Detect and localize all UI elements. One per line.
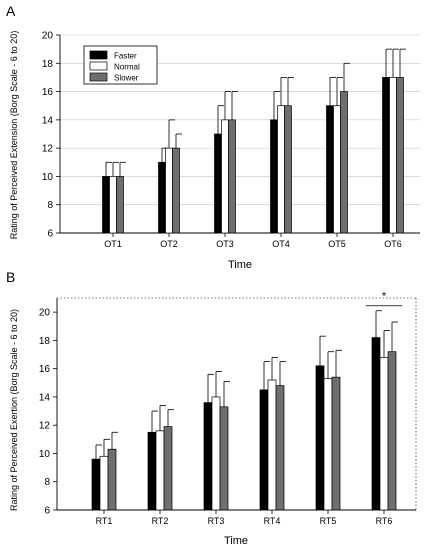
- bar-faster-ot5: [326, 105, 334, 234]
- x-tick-label-rt2: RT2: [152, 516, 169, 526]
- bar-faster-rt6: [371, 337, 381, 511]
- panel-b-x-ticks: RT1 RT2 RT3 RT4 RT5 RT6: [96, 510, 393, 526]
- bar-slower-ot5: [340, 91, 348, 234]
- panel-b-axes: [56, 297, 417, 511]
- panel-b-x-axis-label: Time: [224, 535, 248, 547]
- bar-normal-ot1: [109, 176, 117, 234]
- y-tick-label: 8: [47, 200, 53, 211]
- y-tick-label: 12: [42, 144, 54, 155]
- legend-label-normal: Normal: [114, 63, 140, 72]
- x-tick-label-ot3: OT3: [216, 239, 234, 249]
- x-tick-label-ot5: OT5: [328, 239, 346, 249]
- panel-b-annotations: *: [366, 291, 402, 307]
- y-tick-label: 16: [39, 364, 51, 375]
- bar-slower-rt6: [387, 351, 397, 511]
- panel-a-bars: [102, 48, 406, 234]
- bar-faster-ot3: [214, 133, 222, 234]
- bar-normal-rt2: [155, 430, 165, 511]
- bar-faster-rt4: [259, 389, 269, 511]
- x-tick-label-rt5: RT5: [320, 516, 337, 526]
- x-tick-label-rt3: RT3: [208, 516, 225, 526]
- x-tick-label-rt1: RT1: [96, 516, 113, 526]
- y-tick-label: 18: [39, 336, 51, 347]
- bar-faster-rt5: [315, 365, 325, 511]
- bar-faster-rt3: [203, 402, 213, 511]
- bar-normal-ot5: [333, 105, 341, 234]
- legend-swatch-normal: [89, 61, 108, 71]
- x-tick-label-rt6: RT6: [376, 516, 393, 526]
- legend-label-slower: Slower: [114, 74, 139, 83]
- bar-normal-rt5: [323, 378, 333, 511]
- bar-normal-ot3: [221, 119, 229, 234]
- bar-normal-ot4: [277, 105, 285, 234]
- y-tick-label: 8: [44, 477, 50, 488]
- bar-faster-ot4: [270, 119, 278, 234]
- y-tick-label: 10: [42, 172, 54, 183]
- bar-normal-rt6: [379, 357, 389, 511]
- panel-a-x-ticks: OT1 OT2 OT3 OT4 OT5 OT6: [104, 233, 402, 249]
- y-tick-label: 6: [47, 229, 53, 240]
- bar-slower-rt1: [107, 448, 117, 511]
- bar-normal-ot2: [165, 147, 173, 234]
- bar-faster-rt2: [147, 431, 157, 511]
- bar-slower-rt5: [331, 376, 341, 511]
- x-tick-label-ot1: OT1: [104, 239, 122, 249]
- bar-faster-ot1: [102, 176, 110, 234]
- y-tick-label: 12: [39, 421, 51, 432]
- y-tick-label: 18: [42, 59, 54, 70]
- bar-faster-ot6: [382, 77, 390, 234]
- bar-normal-rt3: [211, 396, 221, 511]
- panel-a-y-ticks: 6 8 10 12 14 16 18 20: [42, 31, 60, 240]
- panel-a-x-axis-label: Time: [228, 259, 252, 271]
- x-tick-label-ot2: OT2: [160, 239, 178, 249]
- bar-slower-rt4: [275, 385, 285, 511]
- bar-slower-ot6: [396, 77, 404, 234]
- legend-swatch-faster: [89, 50, 108, 60]
- significance-marker: *: [382, 291, 387, 303]
- legend-label-faster: Faster: [114, 52, 137, 61]
- bar-slower-ot4: [284, 105, 292, 234]
- y-tick-label: 14: [42, 115, 54, 126]
- y-tick-label: 14: [39, 392, 51, 403]
- bar-normal-rt4: [267, 379, 277, 511]
- x-tick-label-ot4: OT4: [272, 239, 290, 249]
- panel-b-y-axis-label: Rating of Perceived Exertion (Borg Scale…: [9, 309, 19, 511]
- panel-b-y-ticks: 6 8 10 12 14 16 18 20: [39, 308, 57, 517]
- bar-slower-ot2: [172, 147, 180, 234]
- y-tick-label: 20: [42, 31, 54, 42]
- bar-normal-rt1: [99, 455, 109, 511]
- panel-a: A 6 8 10 12 14 16 18 20 OT1 OT2 OT3 OT4 OT5 OT6 Time…: [6, 3, 420, 271]
- x-tick-label-ot6: OT6: [384, 239, 402, 249]
- bar-slower-rt2: [163, 426, 173, 511]
- legend-swatch-slower: [89, 72, 108, 82]
- bar-slower-ot3: [228, 119, 236, 234]
- y-tick-label: 6: [44, 506, 50, 517]
- panel-a-legend: Faster Normal Slower: [83, 45, 158, 85]
- bar-faster-rt1: [91, 458, 101, 511]
- y-tick-label: 16: [42, 87, 54, 98]
- panel-b-bars: [91, 310, 398, 511]
- bar-faster-ot2: [158, 161, 166, 234]
- bar-slower-ot1: [116, 176, 124, 234]
- bar-slower-rt3: [219, 406, 229, 511]
- panel-b: B 6 8 10 12 14 16 18 20 RT1 RT2 RT3 RT4 RT5 RT6 * Ti…: [6, 269, 417, 547]
- bar-normal-ot6: [389, 77, 397, 234]
- x-tick-label-rt4: RT4: [264, 516, 281, 526]
- panel-b-label: B: [6, 269, 15, 285]
- y-tick-label: 10: [39, 449, 51, 460]
- y-tick-label: 20: [39, 308, 51, 319]
- panel-a-y-axis-label: Rating of Perceived Extension (Borg Scal…: [9, 31, 19, 240]
- panel-a-label: A: [6, 3, 16, 19]
